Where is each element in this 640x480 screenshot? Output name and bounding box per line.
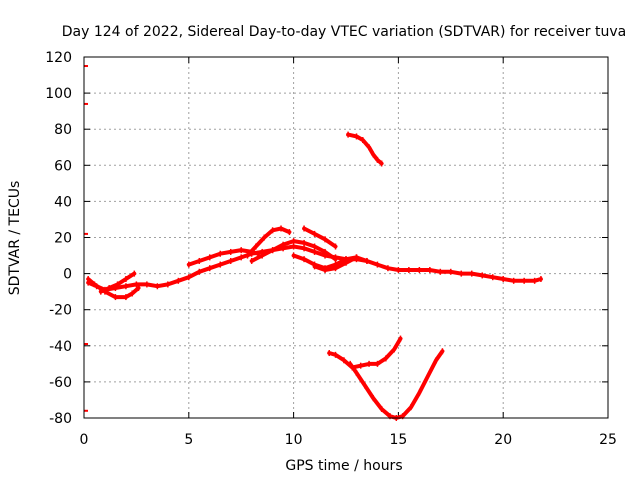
y-tick-label: 100 bbox=[45, 86, 72, 102]
grid bbox=[84, 57, 608, 418]
y-tick-label: -40 bbox=[49, 339, 72, 355]
y-tick-label: 0 bbox=[63, 267, 72, 283]
series-low-arc-1 bbox=[327, 336, 403, 370]
y-tick-label: -60 bbox=[49, 375, 72, 391]
x-tick-label: 0 bbox=[80, 432, 89, 448]
series-high-arc bbox=[346, 132, 384, 166]
x-tick-label: 10 bbox=[285, 432, 303, 448]
series-mid-arc-4 bbox=[302, 226, 338, 249]
x-tick-label: 5 bbox=[184, 432, 193, 448]
y-tick-label: 40 bbox=[54, 194, 72, 210]
series-mid-arc-2 bbox=[245, 226, 292, 258]
y-axis-label: SDTVAR / TECUs bbox=[7, 181, 23, 296]
y-tick-label: -20 bbox=[49, 303, 72, 319]
y-tick-label: 80 bbox=[54, 122, 72, 138]
plot-frame bbox=[83, 56, 609, 419]
y-tick-label: 120 bbox=[45, 50, 72, 66]
axis-ticks: 0 5 10 15 20 25 120 100 80 60 40 20 0 -20 -40 -60 -80 bbox=[45, 50, 617, 448]
x-tick-label: 20 bbox=[494, 432, 512, 448]
y-tick-label: -80 bbox=[49, 411, 72, 427]
chart-title: Day 124 of 2022, Sidereal Day-to-day VTE… bbox=[62, 24, 626, 40]
x-tick-label: 25 bbox=[599, 432, 617, 448]
y-tick-label: 60 bbox=[54, 158, 72, 174]
y-tick-label: 20 bbox=[54, 231, 72, 247]
series-layer bbox=[84, 65, 543, 421]
series-low-arc-2 bbox=[348, 349, 445, 420]
x-axis-label: GPS time / hours bbox=[285, 458, 402, 474]
x-tick-label: 15 bbox=[389, 432, 407, 448]
